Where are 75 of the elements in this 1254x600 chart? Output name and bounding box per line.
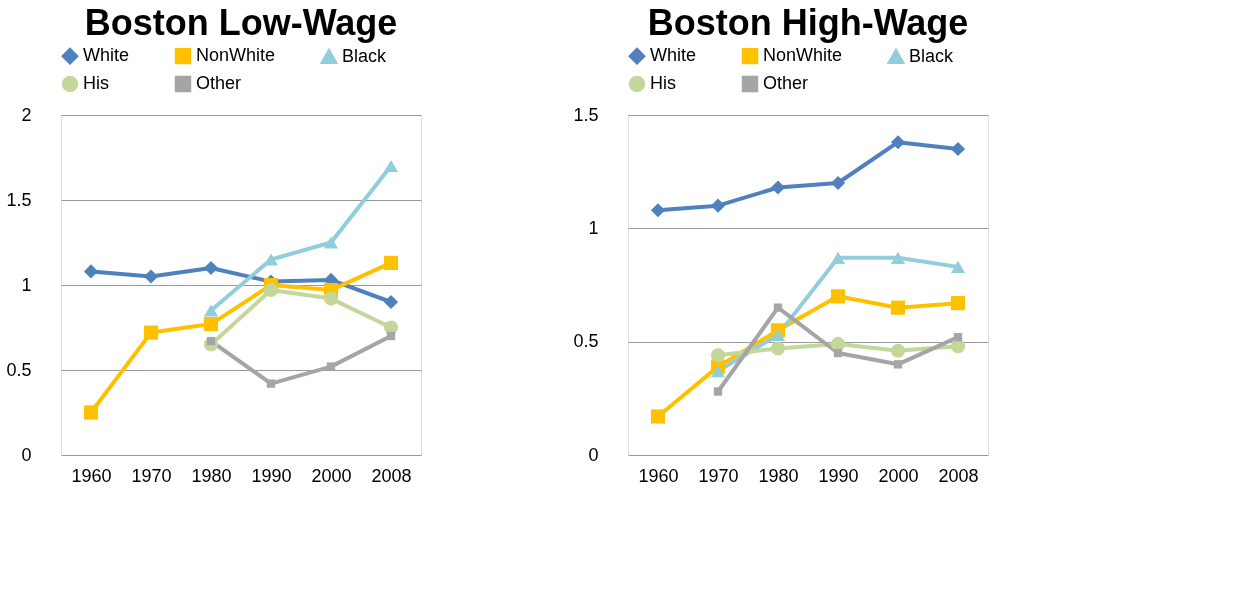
point [890,343,906,358]
point [710,348,726,363]
point [266,379,276,388]
point [773,303,783,312]
point [950,260,966,273]
point [770,328,786,341]
point [203,317,219,332]
x-tick-label: 2008 [938,465,979,486]
x-tick-label: 1990 [818,465,859,486]
point [263,283,279,298]
point [383,255,399,270]
y-tick-label: 1 [21,274,32,295]
point [950,141,966,157]
point [323,236,339,249]
legend-label: Other [196,73,242,93]
point [143,269,159,284]
point [710,365,726,378]
point [770,180,786,195]
legend-label: His [83,73,109,93]
legend-label: White [650,45,697,66]
point [830,289,846,304]
chart-title: Boston High-Wage [647,2,969,43]
point [950,296,966,311]
point [833,348,843,358]
x-tick-label: 1970 [131,465,172,486]
x-tick-label: 1960 [71,465,112,486]
x-tick-label: 1970 [698,465,739,486]
point [890,251,906,264]
y-tick-label: 1.5 [6,189,32,210]
point [650,203,666,218]
x-tick-label: 2000 [311,465,352,486]
legend-label: Other [763,73,809,93]
point [893,360,903,369]
legend-label: Black [909,45,955,66]
point [203,304,219,317]
y-tick-label: 0 [21,444,32,465]
x-tick-label: 1990 [251,465,292,486]
point [770,341,786,356]
legend-label: Black [342,45,388,66]
legend-label: NonWhite [196,45,276,66]
x-tick-label: 2000 [878,465,919,486]
y-tick-label: 1 [588,217,599,238]
chart-title: Boston Low-Wage [84,2,398,43]
point [890,135,906,150]
point [713,387,723,396]
x-tick-label: 1980 [191,465,232,486]
point [203,260,219,276]
point [950,339,966,354]
legend-label: His [650,73,676,93]
point [953,332,963,342]
point [206,336,216,346]
legend-label: NonWhite [763,45,843,66]
legend-label: White [83,45,130,66]
x-tick-label: 1980 [758,465,799,486]
x-tick-label: 2008 [371,465,412,486]
point [830,251,846,264]
point [386,331,396,341]
y-tick-label: 2 [21,104,32,125]
point [890,300,906,315]
point [710,198,726,213]
point [326,362,336,371]
point [383,159,399,173]
point [830,336,846,351]
point [650,409,666,424]
y-tick-label: 0 [588,444,599,465]
point [383,294,399,310]
point [830,175,846,191]
x-tick-label: 1960 [638,465,679,486]
y-tick-label: 1.5 [573,104,599,125]
point [323,291,339,306]
point [83,264,99,279]
point [143,325,159,340]
point [83,405,99,420]
y-tick-label: 0.5 [6,359,32,380]
y-tick-label: 0.5 [573,331,599,352]
